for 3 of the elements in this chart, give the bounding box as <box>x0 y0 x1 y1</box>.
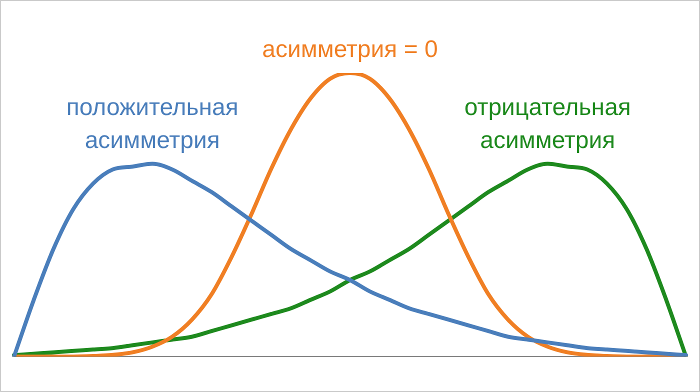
series-label: асимметрия = 0 <box>262 36 438 63</box>
series-label: положительная асимметрия <box>66 94 238 154</box>
series-label: отрицательная асимметрия <box>464 94 631 154</box>
